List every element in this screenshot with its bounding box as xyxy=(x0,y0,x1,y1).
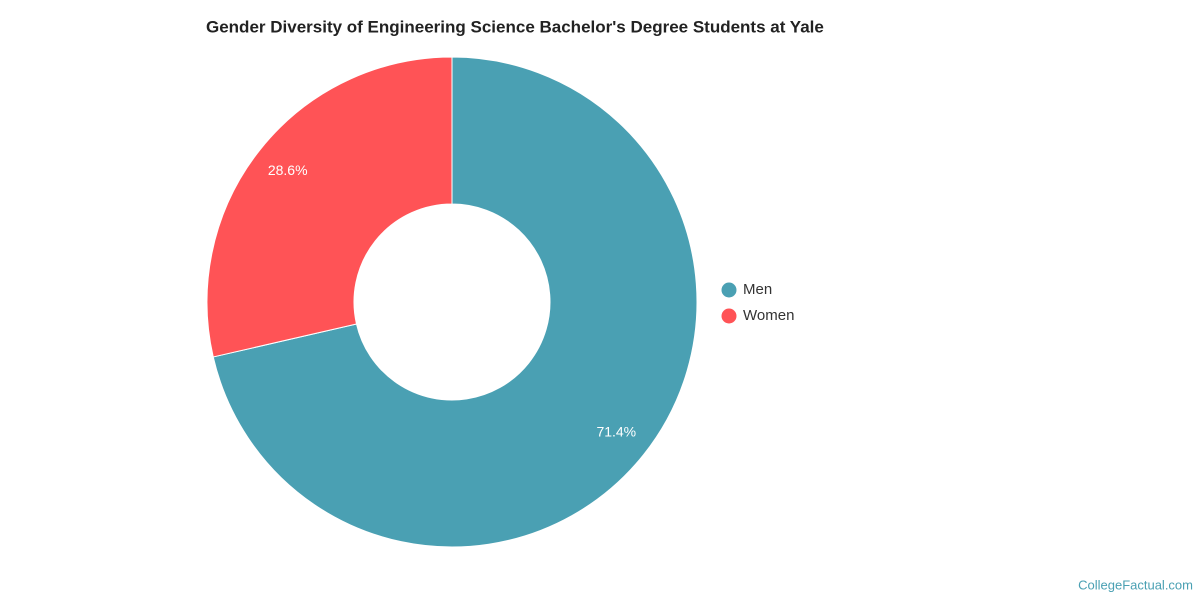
legend-label: Women xyxy=(743,307,794,324)
legend-label: Men xyxy=(743,281,772,298)
legend-marker xyxy=(721,282,737,298)
credit[interactable]: CollegeFactual.com xyxy=(1078,577,1193,592)
slice xyxy=(212,56,698,548)
chart-title: Gender Diversity of Engineering Science … xyxy=(206,17,824,36)
slice xyxy=(206,56,453,358)
value-label: 71.4% xyxy=(596,423,636,439)
legend-marker xyxy=(721,308,737,324)
value-label: 28.6% xyxy=(268,162,308,178)
